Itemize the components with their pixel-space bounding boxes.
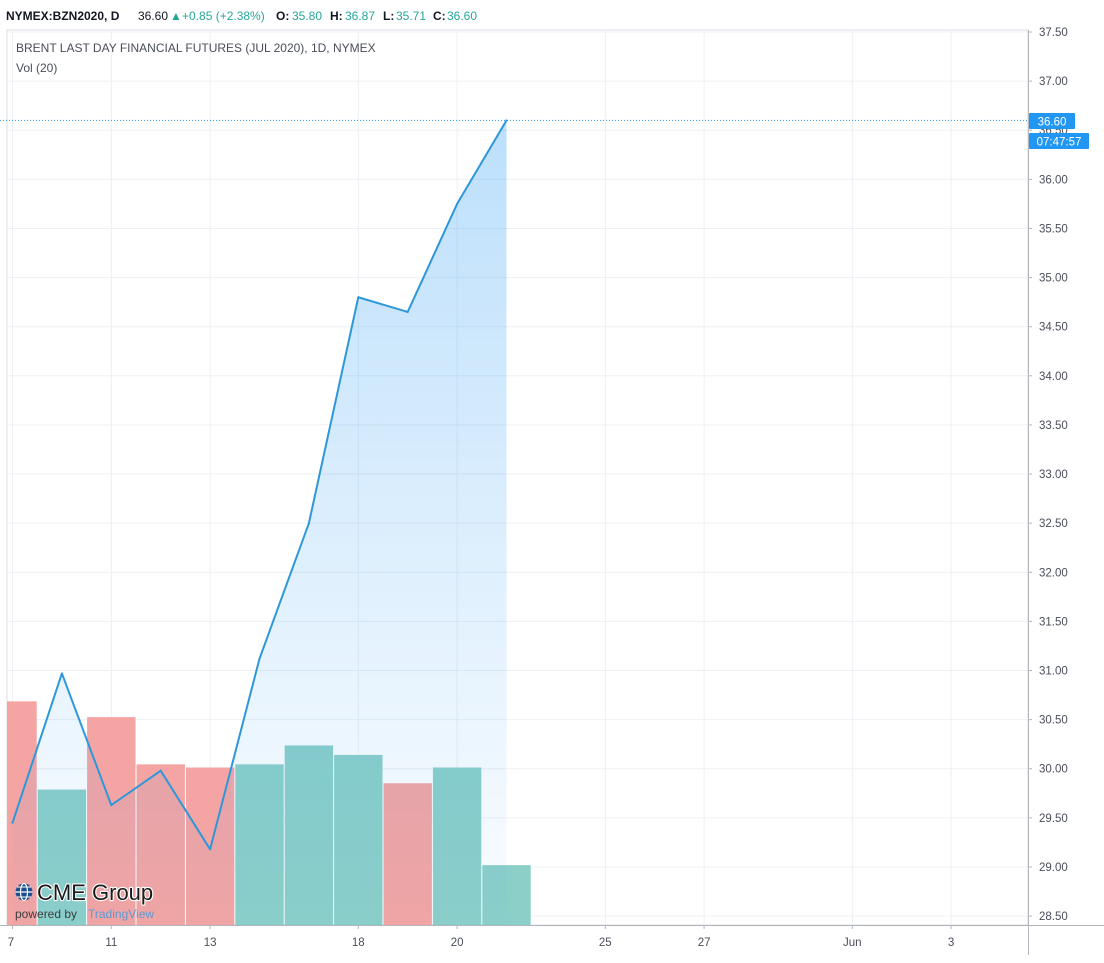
open-value: 35.80 [292, 9, 323, 23]
cme-group-logo: CME Group CME Group [15, 879, 154, 906]
y-tick-label: 31.00 [1039, 666, 1068, 678]
open-label: O: [276, 9, 290, 23]
y-tick-label: 33.50 [1039, 420, 1068, 432]
price-tag: 36.60 07:47:57 [1029, 113, 1089, 149]
y-tick-label: 36.00 [1039, 174, 1068, 186]
y-tick-label: 32.50 [1039, 518, 1068, 530]
horizontal-gridlines [7, 31, 1028, 917]
y-tick-label: 29.00 [1039, 862, 1068, 874]
y-tick-label: 30.50 [1039, 715, 1068, 727]
price-area-fill [12, 120, 507, 925]
price-point [406, 310, 409, 313]
x-tick-label: 11 [105, 937, 117, 949]
high-label: H: [330, 9, 343, 23]
price-point [209, 848, 212, 851]
y-tick-label: 33.00 [1039, 469, 1068, 481]
x-tick-label: Jun [843, 937, 862, 949]
x-tick-label: 3 [948, 937, 954, 949]
price-axis[interactable]: 28.50 29.00 29.50 30.00 30.50 31.00 31.50 32.00… [1028, 27, 1068, 923]
price-change: +0.85 (+2.38%) [182, 9, 265, 23]
y-tick-label: 29.50 [1039, 813, 1068, 825]
close-label: C: [433, 9, 446, 23]
price-point [11, 821, 14, 824]
change-arrow-icon: ▲ [170, 9, 182, 23]
cme-group-text: CME Group [37, 880, 153, 905]
tradingview-link[interactable]: TradingView [88, 907, 154, 921]
x-tick-label: 7 [8, 937, 14, 949]
price-tag-value: 36.60 [1038, 117, 1067, 129]
high-value: 36.87 [345, 9, 376, 23]
x-tick-label: 25 [599, 937, 612, 949]
y-tick-label: 30.00 [1039, 764, 1068, 776]
symbol-header: NYMEX:BZN2020, D 36.60 ▲ +0.85 (+2.38%) … [0, 0, 1104, 30]
powered-by-label: powered by [15, 907, 77, 921]
price-area [12, 120, 507, 925]
y-tick-label: 37.00 [1039, 76, 1068, 88]
time-axis[interactable]: 7 11 13 18 20 25 27 Jun 3 [8, 925, 955, 949]
cme-group-text-fill: CME Group [37, 880, 153, 905]
x-tick-label: 18 [352, 937, 365, 949]
y-tick-label: 32.00 [1039, 567, 1068, 579]
price-point [159, 769, 162, 772]
y-tick-label: 28.50 [1039, 911, 1068, 923]
price-point [110, 804, 113, 807]
y-tick-label: 35.00 [1039, 273, 1068, 285]
y-tick-label: 34.50 [1039, 322, 1068, 334]
price-point [258, 657, 261, 660]
low-value: 35.71 [396, 9, 427, 23]
low-label: L: [383, 9, 395, 23]
y-tick-label: 35.50 [1039, 223, 1068, 235]
price-point [357, 296, 360, 299]
price-point [456, 202, 459, 205]
x-tick-label: 13 [204, 937, 217, 949]
chart-title: BRENT LAST DAY FINANCIAL FUTURES (JUL 20… [16, 41, 376, 55]
symbol-label[interactable]: NYMEX:BZN2020, D [6, 9, 120, 23]
y-tick-label: 37.50 [1039, 27, 1068, 39]
price-point [307, 522, 310, 525]
price-tag-countdown-box [1029, 133, 1089, 149]
y-tick-label: 31.50 [1039, 616, 1068, 628]
price-tag-value-box [1029, 113, 1075, 129]
price-point [60, 672, 63, 675]
volume-legend: Vol (20) [16, 61, 57, 75]
last-price: 36.60 [138, 9, 169, 23]
x-tick-label: 20 [451, 937, 464, 949]
x-tick-label: 27 [698, 937, 711, 949]
close-value: 36.60 [447, 9, 478, 23]
cme-globe-icon [15, 882, 33, 902]
y-tick-label: 34.00 [1039, 371, 1068, 383]
price-tag-countdown: 07:47:57 [1037, 137, 1082, 149]
